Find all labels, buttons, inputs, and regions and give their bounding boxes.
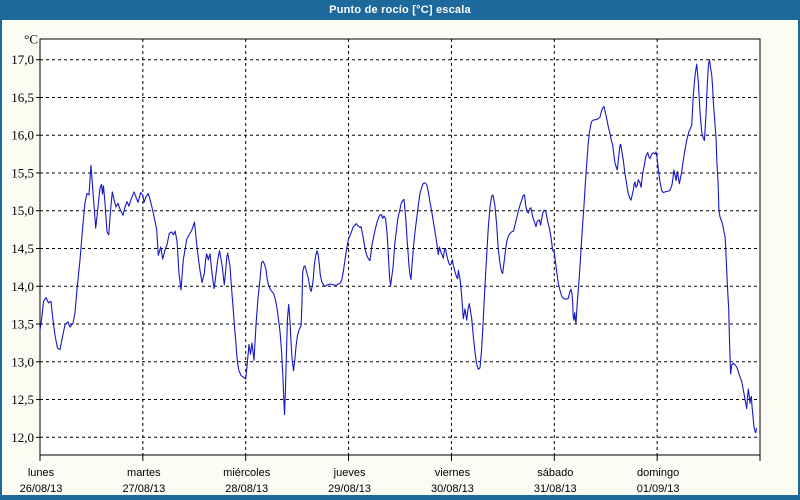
y-tick-label: 14,5 [11,241,34,256]
x-day-name-label: domingo [637,467,679,479]
x-day-date-label: 31/08/13 [534,483,577,495]
x-day-name-label: lunes [28,467,55,479]
x-day-name-label: sábado [537,467,573,479]
x-day-date-label: 30/08/13 [431,483,474,495]
x-day-name-label: martes [127,467,161,479]
x-day-date-label: 26/08/13 [20,483,63,495]
y-tick-label: 16,0 [11,128,34,143]
y-tick-label: 14,0 [11,279,34,294]
y-tick-label: 13,5 [11,317,34,332]
y-tick-label: 12,5 [11,392,34,407]
dewpoint-line-chart: 17,0 16,5 16,0 15,5 15,0 14,5 14,0 13,5 13,0 12,5… [11,32,761,495]
x-day-date-label: 28/08/13 [225,483,268,495]
dewpoint-series-line [39,59,758,434]
chart-content: 17,0 16,5 16,0 15,5 15,0 14,5 14,0 13,5 13,0 12,5… [2,20,798,495]
y-axis-unit-label: °C [24,32,38,47]
y-tick-label: 13,0 [11,354,34,369]
x-day-name-label: jueves [333,467,366,479]
title-bar: Punto de rocío [°C] escala [0,0,800,20]
y-tick-label: 17,0 [11,52,34,67]
x-day-name-label: miércoles [223,467,271,479]
y-tick-label: 12,0 [11,430,34,445]
x-day-name-label: viernes [435,467,471,479]
y-tick-label: 16,5 [11,90,34,105]
plot-area [39,38,761,456]
x-day-date-label: 27/08/13 [122,483,165,495]
x-day-date-label: 29/08/13 [328,483,371,495]
x-grid-and-labels: lunes 26/08/13 martes 27/08/13 miércoles 28/0… [20,39,761,495]
window-title: Punto de rocío [°C] escala [329,4,471,16]
y-tick-label: 15,0 [11,203,34,218]
x-day-date-label: 01/09/13 [637,483,680,495]
y-tick-label: 15,5 [11,165,34,180]
y-grid-and-labels: 17,0 16,5 16,0 15,5 15,0 14,5 14,0 13,5 13,0 12,5… [11,32,760,445]
